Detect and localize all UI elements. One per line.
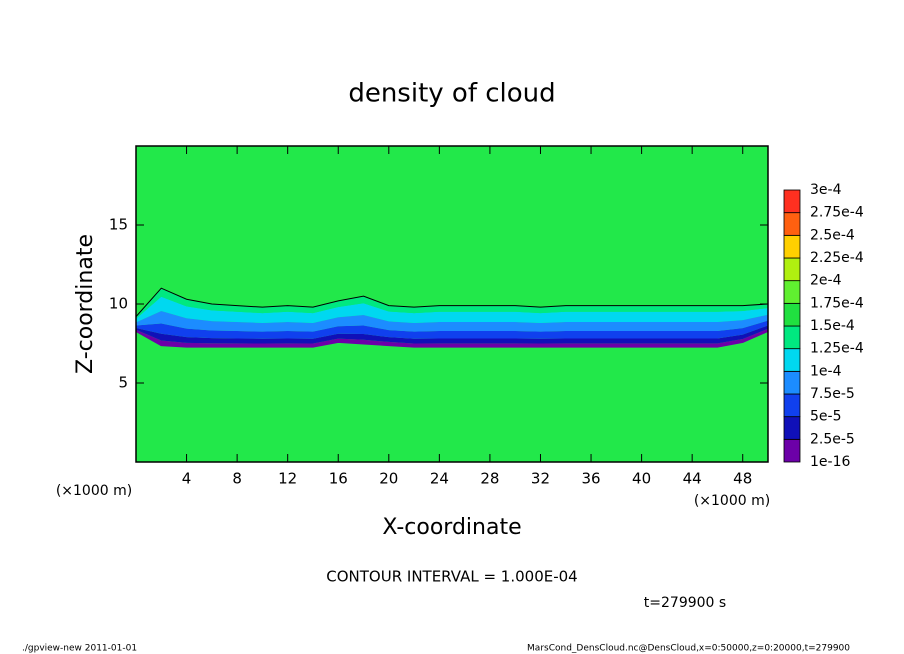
cloud-base — [135, 329, 769, 348]
density-band — [136, 288, 768, 319]
time-label: t=279900 s — [644, 595, 726, 611]
x-tick-label: 44 — [683, 470, 702, 488]
y-tick-label: 5 — [118, 374, 128, 392]
x-tick-label: 20 — [379, 470, 398, 488]
colorbar-box — [783, 325, 801, 350]
contour-interval: CONTOUR INTERVAL = 1.000E-04 — [326, 568, 577, 586]
x-tick-label: 12 — [278, 470, 297, 488]
x-tick-label: 32 — [531, 470, 550, 488]
density-band — [136, 310, 768, 332]
colorbar-label: 2.75e-4 — [810, 205, 864, 221]
x-axis-label: X-coordinate — [382, 515, 521, 540]
x-unit: (×1000 m) — [694, 493, 770, 509]
density-band — [136, 325, 768, 344]
colorbar-label: 1.25e-4 — [810, 341, 864, 357]
colorbar-box — [783, 257, 801, 282]
colorbar-box — [783, 416, 801, 440]
colorbar-box — [783, 212, 801, 236]
contour-line — [135, 287, 769, 317]
density-band — [136, 296, 768, 323]
colorbar-box — [783, 348, 801, 372]
x-tick-label: 48 — [733, 470, 752, 488]
colorbar-label: 3e-4 — [810, 182, 842, 198]
colorbar-box — [783, 438, 801, 463]
density-band — [136, 320, 768, 339]
colorbar-label: 1.75e-4 — [810, 295, 864, 311]
y-unit: (×1000 m) — [56, 483, 132, 499]
y-tick-label: 10 — [109, 295, 128, 313]
x-tick-label: 4 — [182, 470, 192, 488]
colorbar-box — [783, 370, 801, 395]
colorbar-label: 2.25e-4 — [810, 250, 864, 266]
x-tick-label: 36 — [581, 470, 600, 488]
y-tick-label: 15 — [109, 216, 128, 234]
y-axis-label: Z-coordinate — [73, 234, 98, 374]
colorbar-label: 5e-5 — [810, 409, 841, 425]
chart-title: density of cloud — [348, 79, 555, 109]
colorbar-label: 2.5e-5 — [810, 431, 855, 447]
colorbar-box — [783, 393, 801, 418]
footer-right: MarsCond_DensCloud.nc@DensCloud,x=0:5000… — [527, 644, 850, 654]
colorbar-label: 7.5e-5 — [810, 386, 855, 402]
x-tick-label: 24 — [430, 470, 449, 488]
x-tick-label: 28 — [480, 470, 499, 488]
colorbar-label: 2.5e-4 — [810, 227, 855, 243]
colorbar-label: 1e-4 — [810, 363, 842, 379]
colorbar-label: 1.5e-4 — [810, 318, 855, 334]
x-tick-label: 16 — [329, 470, 348, 488]
colorbar-box — [783, 280, 801, 304]
colorbar-box — [783, 189, 801, 214]
field — [136, 146, 768, 462]
colorbar-label: 1e-16 — [810, 454, 850, 470]
colorbar-box — [783, 302, 801, 327]
colorbar-box — [783, 234, 801, 259]
x-tick-label: 40 — [632, 470, 651, 488]
footer-left: ./gpview-new 2011-01-01 — [22, 644, 137, 654]
colorbar-label: 2e-4 — [810, 273, 842, 289]
density-band — [136, 328, 768, 347]
x-tick-label: 8 — [232, 470, 242, 488]
